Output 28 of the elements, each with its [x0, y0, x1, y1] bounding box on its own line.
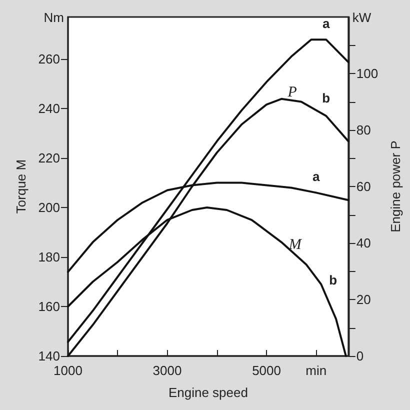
y2-axis-title: Engine power P: [388, 140, 403, 232]
y2-tick-label: 60: [356, 179, 371, 194]
text: Nm: [44, 10, 64, 25]
y-axis-title: Torque M: [13, 159, 28, 214]
series-label: b: [329, 272, 338, 288]
y-tick-label: 240: [38, 101, 60, 116]
y2-tick-label: 40: [356, 236, 371, 250]
y-tick-label: 220: [38, 150, 60, 166]
x-axis-title: Engine speed: [168, 385, 248, 400]
y-tick-label: 180: [38, 250, 60, 265]
series-label: a: [322, 16, 330, 32]
x-tick-label: 3000: [152, 363, 182, 378]
series-label: a: [312, 169, 321, 184]
y2-tick-label: 80: [356, 122, 371, 138]
y-tick-label: 200: [38, 200, 60, 216]
text: kW: [352, 10, 372, 25]
annotation: P: [286, 84, 297, 100]
y2-tick-label: 20: [356, 292, 371, 307]
y2-tick-label: 100: [356, 66, 378, 81]
x-tick-label: min: [306, 363, 327, 378]
series-label: b: [322, 90, 330, 106]
y-tick-label: 260: [38, 52, 60, 67]
x-tick-label: 5000: [252, 363, 281, 378]
y-tick-label: 160: [38, 299, 60, 314]
annotation: M: [288, 236, 303, 253]
y-tick-label: 140: [38, 348, 60, 364]
y2-tick-label: 0: [356, 348, 364, 364]
x-tick-label: 1000: [54, 363, 82, 378]
